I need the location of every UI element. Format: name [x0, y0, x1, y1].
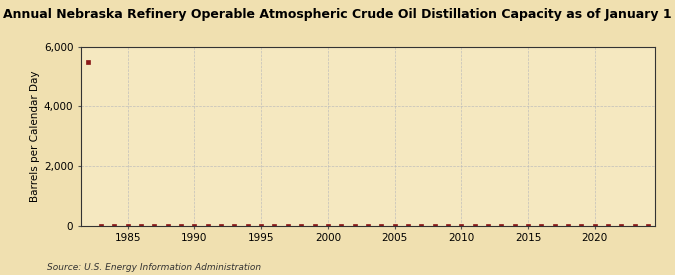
Y-axis label: Barrels per Calendar Day: Barrels per Calendar Day [30, 70, 40, 202]
Text: Source: U.S. Energy Information Administration: Source: U.S. Energy Information Administ… [47, 263, 261, 272]
Text: Annual Nebraska Refinery Operable Atmospheric Crude Oil Distillation Capacity as: Annual Nebraska Refinery Operable Atmosp… [3, 8, 672, 21]
